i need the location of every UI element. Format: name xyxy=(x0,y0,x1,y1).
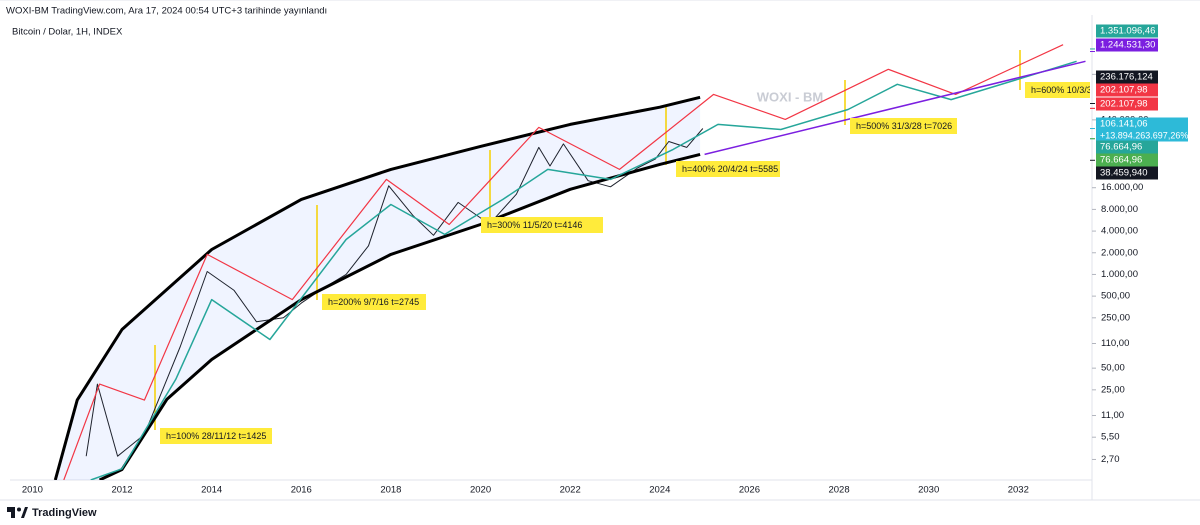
price-label-bg xyxy=(1096,140,1158,154)
change-label-bg xyxy=(1096,130,1188,142)
price-label: 1.244.531,30 xyxy=(1100,40,1155,51)
y-tick-label: 25,00 xyxy=(1101,384,1125,395)
symbol-title: Bitcoin / Dolar, 1H, INDEX xyxy=(12,27,123,38)
price-label: 202.107,98 xyxy=(1100,99,1148,110)
x-tick-label: 2010 xyxy=(22,485,43,496)
price-label-bg xyxy=(1096,117,1188,131)
x-tick-label: 2020 xyxy=(470,485,491,496)
price-label: 76.664,96 xyxy=(1100,155,1142,166)
change-label: +13.894.263.697,26% xyxy=(1100,130,1188,140)
y-tick-label: 2,70 xyxy=(1101,454,1120,465)
price-label: 38.459,940 xyxy=(1100,168,1148,179)
x-tick-label: 2028 xyxy=(828,485,849,496)
x-tick-label: 2024 xyxy=(649,485,670,496)
price-label-bg xyxy=(1096,83,1158,97)
series-line xyxy=(53,95,701,480)
price-label: 76.664,96 xyxy=(1100,142,1142,153)
y-tick-label: 110,00 xyxy=(1101,338,1129,349)
annotation-box xyxy=(160,428,272,444)
annotation-text: h=400% 20/4/24 t=5585 xyxy=(682,164,778,174)
series-line xyxy=(63,44,1064,480)
x-tick-label: 2032 xyxy=(1008,485,1029,496)
x-tick-label: 2018 xyxy=(380,485,401,496)
annotation-box xyxy=(676,161,780,177)
annotation-box xyxy=(481,217,603,233)
annotation-box xyxy=(322,294,426,310)
footer-logo xyxy=(7,507,28,518)
price-label: 106.141,06 xyxy=(1100,119,1148,130)
y-tick-label: 500,00 xyxy=(1101,291,1130,302)
y-tick-label: 4.000,00 xyxy=(1101,226,1138,237)
y-tick-label: 2.000,00 xyxy=(1101,247,1138,258)
price-label-bg xyxy=(1096,24,1158,38)
price-label-bg xyxy=(1096,97,1158,111)
y-tick-label: 16.000,00 xyxy=(1101,182,1143,193)
price-label: 202.107,98 xyxy=(1100,85,1148,96)
published-header: WOXI-BM TradingView.com, Ara 17, 2024 00… xyxy=(6,6,327,17)
annotation-box xyxy=(850,118,957,134)
annotation-text: h=200% 9/7/16 t=2745 xyxy=(328,297,419,307)
series-line xyxy=(704,60,1086,156)
y-tick-label: 250,00 xyxy=(1101,312,1130,323)
y-tick-label: 5,50 xyxy=(1101,432,1120,443)
x-tick-label: 2026 xyxy=(739,485,760,496)
x-tick-label: 2022 xyxy=(560,485,581,496)
annotation-box xyxy=(1025,82,1090,98)
annotation-text: h=300% 11/5/20 t=4146 xyxy=(487,220,582,230)
price-label-bg xyxy=(1096,153,1158,167)
price-label: 1.351.096,46 xyxy=(1100,26,1155,37)
footer-brand: TradingView xyxy=(32,507,97,519)
x-tick-label: 2030 xyxy=(918,485,939,496)
x-tick-label: 2016 xyxy=(291,485,312,496)
series-line xyxy=(85,128,704,457)
x-tick-label: 2014 xyxy=(201,485,222,496)
plot-area: h=100% 28/11/12 t=1425 h=200% 9/7/16 t=27… xyxy=(53,44,1097,480)
y-tick-label: 8.000,00 xyxy=(1101,204,1138,215)
price-label: 236.176,124 xyxy=(1100,72,1153,83)
annotation-text: h=600% 10/3/32 xyxy=(1031,85,1097,95)
price-label-bg xyxy=(1096,166,1158,180)
price-label-bg xyxy=(1096,38,1158,52)
annotation-text: h=500% 31/3/28 t=7026 xyxy=(856,121,952,131)
band-fill xyxy=(55,97,701,480)
series-line xyxy=(90,60,1077,480)
watermark: WOXI - BM xyxy=(757,89,823,104)
annotation-text: h=100% 28/11/12 t=1425 xyxy=(166,431,266,441)
y-tick-label: 50,00 xyxy=(1101,363,1125,374)
price-label-bg xyxy=(1096,70,1158,84)
y-tick-label: 11,00 xyxy=(1101,410,1124,421)
y-tick-label: 1.000,00 xyxy=(1101,269,1138,280)
x-tick-label: 2012 xyxy=(111,485,132,496)
